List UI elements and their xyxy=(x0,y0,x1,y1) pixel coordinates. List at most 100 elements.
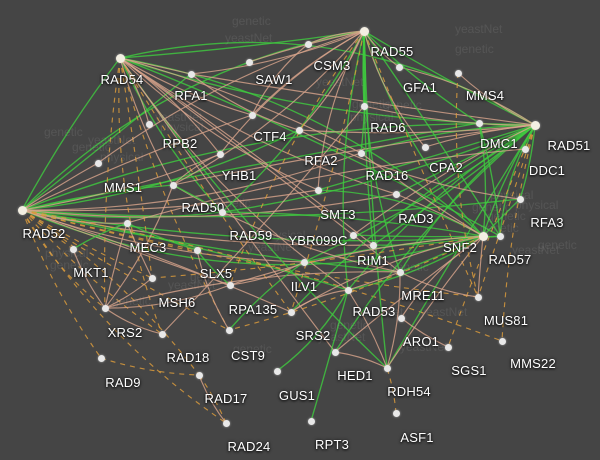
network-node-ilv1[interactable] xyxy=(300,258,308,266)
network-node-label: RAD16 xyxy=(365,168,409,183)
network-node-srs2[interactable] xyxy=(287,308,295,316)
network-edge-coexpression xyxy=(352,234,484,238)
network-edge-physical xyxy=(104,284,231,309)
network-edge-genetic xyxy=(21,209,163,335)
network-node-rpt3[interactable] xyxy=(307,417,315,425)
network-edge-physical xyxy=(198,374,227,424)
network-node-gus1[interactable] xyxy=(273,367,281,375)
network-node-msh6[interactable] xyxy=(148,274,156,282)
network-node-label: SMT3 xyxy=(320,207,356,222)
network-edge-physical xyxy=(317,30,365,191)
network-edge-coexpression xyxy=(119,57,501,237)
network-node-rdh54[interactable] xyxy=(383,364,391,372)
network-node-label: RAD50 xyxy=(181,200,225,215)
network-node-rad18[interactable] xyxy=(158,330,166,338)
network-node-rad53[interactable] xyxy=(344,286,352,294)
network-edge-coexpression xyxy=(519,124,536,200)
network-node-label: RDH54 xyxy=(387,384,431,399)
network-node-snf2[interactable] xyxy=(478,231,488,241)
network-node-ctf4[interactable] xyxy=(248,111,256,119)
network-node-rfa3[interactable] xyxy=(516,195,524,203)
network-node-rpb2[interactable] xyxy=(145,120,153,128)
network-edge-coexpression xyxy=(21,129,300,211)
network-node-rad24[interactable] xyxy=(222,419,230,427)
network-node-sgs1[interactable] xyxy=(444,343,452,351)
network-edge-physical xyxy=(21,193,397,218)
network-edge-physical xyxy=(386,271,401,369)
network-node-rad3[interactable] xyxy=(392,190,400,198)
network-node-rfa2[interactable] xyxy=(295,126,303,134)
network-node-yhb1[interactable] xyxy=(216,150,224,158)
network-node-rad9[interactable] xyxy=(97,354,105,362)
network-node-slx5[interactable] xyxy=(193,246,201,254)
network-node-rad6[interactable] xyxy=(360,102,368,110)
network-edge-coexpression xyxy=(363,30,401,273)
network-edge-physical xyxy=(72,248,106,309)
network-node-label: MKT1 xyxy=(73,265,109,280)
network-node-label: RFA3 xyxy=(530,215,564,230)
network-node-label: RAD59 xyxy=(229,228,273,243)
network-node-saw1[interactable] xyxy=(245,58,253,66)
network-node-rad54[interactable] xyxy=(115,53,125,63)
network-node-label: SLX5 xyxy=(199,266,233,281)
network-node-ybr099c[interactable] xyxy=(349,231,357,239)
network-node-rad55[interactable] xyxy=(359,26,369,36)
network-node-rfa1[interactable] xyxy=(187,70,195,78)
network-node-label: RFA1 xyxy=(174,88,208,103)
network-node-label: RPT3 xyxy=(314,437,350,452)
network-edge-physical xyxy=(399,271,479,298)
network-node-aro1[interactable] xyxy=(397,314,405,322)
network-node-mre11[interactable] xyxy=(396,268,404,276)
network-edge-coexpression xyxy=(363,30,480,124)
network-node-rim1[interactable] xyxy=(369,241,377,249)
network-node-mus81[interactable] xyxy=(474,293,482,301)
network-node-rpa135[interactable] xyxy=(226,281,234,289)
network-node-label: RAD55 xyxy=(370,44,414,59)
network-node-rad50[interactable] xyxy=(169,181,177,189)
network-node-label: GUS1 xyxy=(278,388,316,403)
network-edge-coexpression xyxy=(228,261,305,331)
network-edge-genetic xyxy=(198,374,227,424)
network-node-rad59[interactable] xyxy=(218,208,226,216)
network-node-mms22[interactable] xyxy=(498,337,506,345)
network-node-label: ASF1 xyxy=(400,430,434,445)
network-edge-genetic xyxy=(21,209,102,359)
network-node-label: GFA1 xyxy=(402,80,438,95)
network-edge-physical xyxy=(363,30,426,148)
network-node-label: MUS81 xyxy=(483,313,529,328)
network-node-mkt1[interactable] xyxy=(69,245,77,253)
network-edge-genetic xyxy=(119,57,292,313)
network-node-label: SAW1 xyxy=(255,72,293,87)
network-node-label: RAD57 xyxy=(488,252,532,267)
network-edge-physical xyxy=(190,73,536,126)
network-node-cst9[interactable] xyxy=(225,326,233,334)
network-node-xrs2[interactable] xyxy=(101,304,109,312)
network-node-dmc1[interactable] xyxy=(475,119,483,127)
network-node-rad57[interactable] xyxy=(496,232,504,240)
network-node-csm3[interactable] xyxy=(304,40,312,48)
network-node-rad51[interactable] xyxy=(530,120,540,130)
network-edge-physical xyxy=(104,277,153,309)
network-node-ddc1[interactable] xyxy=(521,145,529,153)
network-edge-physical xyxy=(172,30,365,186)
network-node-label: HED1 xyxy=(337,368,373,383)
network-edge-coexpression xyxy=(303,124,536,263)
network-node-smt3[interactable] xyxy=(314,186,322,194)
network-node-mms4[interactable] xyxy=(454,69,462,77)
network-node-rad16[interactable] xyxy=(357,149,365,157)
network-node-cpa2[interactable] xyxy=(421,143,429,151)
network-node-asf1[interactable] xyxy=(392,409,400,417)
network-node-gfa1[interactable] xyxy=(395,63,403,71)
network-node-mec3[interactable] xyxy=(123,219,131,227)
network-node-mms1[interactable] xyxy=(94,159,102,167)
network-node-label: RAD54 xyxy=(100,72,144,87)
network-node-label: ARO1 xyxy=(402,334,440,349)
network-node-hed1[interactable] xyxy=(331,348,339,356)
network-node-label: MSH6 xyxy=(158,295,196,310)
network-edge-physical xyxy=(219,30,365,155)
network-node-rad17[interactable] xyxy=(195,371,203,379)
network-edge-physical xyxy=(477,235,484,298)
network-node-rad52[interactable] xyxy=(17,205,27,215)
